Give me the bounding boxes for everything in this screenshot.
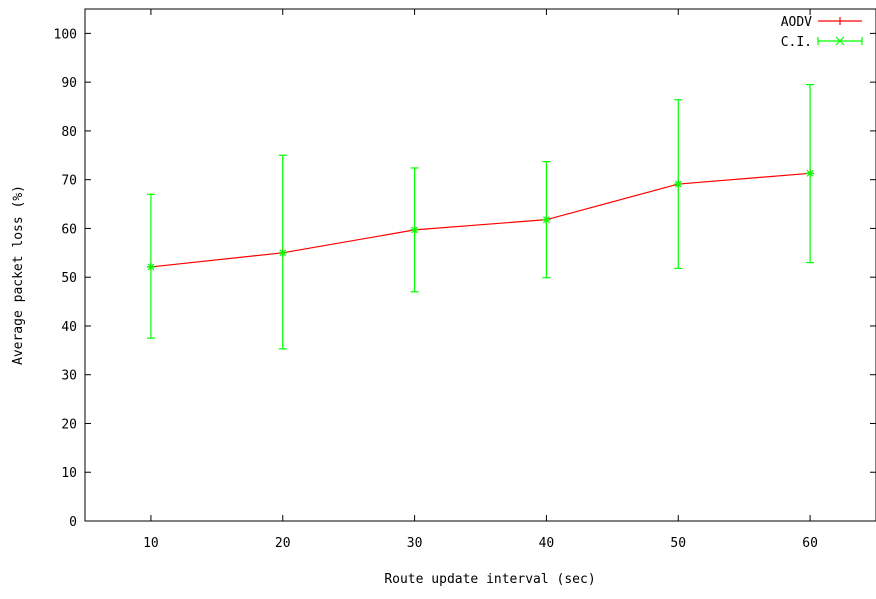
ci-point-d2 xyxy=(542,216,550,224)
x-tick-label: 60 xyxy=(802,536,818,551)
legend: AODV C.I. xyxy=(781,15,863,50)
y-tick-label: 20 xyxy=(61,417,77,432)
ci-point-d2 xyxy=(411,226,419,234)
y-tick-label: 30 xyxy=(61,369,77,384)
ci-point xyxy=(410,225,419,234)
ci-point xyxy=(146,262,155,271)
y-tick-label: 50 xyxy=(61,271,77,286)
y-tick-label: 80 xyxy=(61,125,77,140)
ci-point-d2 xyxy=(147,263,155,271)
y-axis: 0 10 20 30 40 50 60 70 80 90 100 xyxy=(54,27,876,530)
legend-label-ci: C.I. xyxy=(781,35,812,50)
y-tick-label: 70 xyxy=(61,174,77,189)
x-tick-label: 10 xyxy=(143,536,159,551)
ci-point xyxy=(806,169,815,178)
y-tick-label: 60 xyxy=(61,222,77,237)
aodv-line xyxy=(150,172,811,268)
y-tick-label: 10 xyxy=(61,466,77,481)
series-lines xyxy=(150,172,811,268)
y-tick-label: 100 xyxy=(54,27,77,42)
y-tick-label: 40 xyxy=(61,320,77,335)
x-axis: 10 20 30 40 50 60 xyxy=(143,9,818,551)
ci-point-d2 xyxy=(806,169,814,177)
y-axis-label: Average packet loss (%) xyxy=(11,185,26,365)
ci-point-d2 xyxy=(279,249,287,257)
series-markers xyxy=(146,169,815,271)
ci-point xyxy=(674,180,683,189)
ci-errorbars xyxy=(146,83,815,350)
x-tick-label: 40 xyxy=(539,536,555,551)
y-tick-label: 0 xyxy=(69,515,77,530)
y-tick-label: 90 xyxy=(61,76,77,91)
legend-label-aodv: AODV xyxy=(781,15,812,30)
x-tick-label: 50 xyxy=(670,536,686,551)
ci-point-d2 xyxy=(674,180,682,188)
x-tick-label: 20 xyxy=(275,536,291,551)
x-tick-label: 30 xyxy=(407,536,423,551)
x-axis-label: Route update interval (sec) xyxy=(384,572,595,587)
legend-marker-ci-2 xyxy=(835,36,845,46)
plot-frame xyxy=(84,8,876,522)
ci-point xyxy=(542,215,551,224)
ci-point xyxy=(278,248,287,257)
